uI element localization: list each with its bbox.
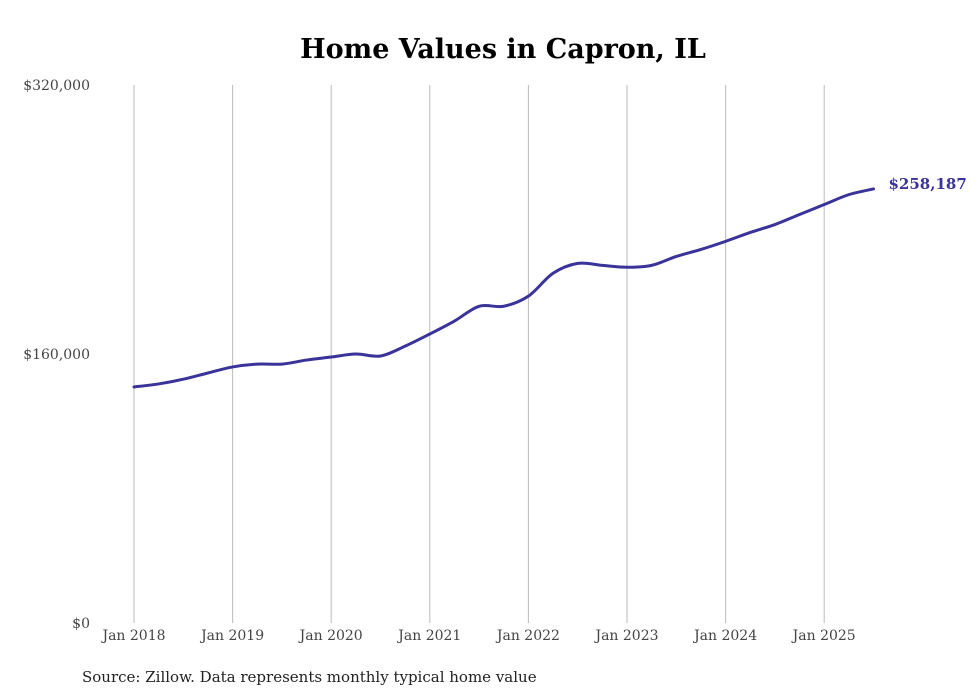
source-note: Source: Zillow. Data represents monthly …: [82, 668, 537, 686]
y-tick-label: $320,000: [23, 78, 90, 94]
x-tick-label: Jan 2019: [199, 628, 264, 644]
x-tick-label: Jan 2024: [692, 628, 757, 644]
chart-title: Home Values in Capron, IL: [300, 34, 706, 65]
y-tick-label: $0: [72, 616, 90, 632]
y-tick-label: $160,000: [23, 347, 90, 363]
x-tick-label: Jan 2020: [298, 628, 363, 644]
x-tick-label: Jan 2021: [396, 628, 461, 644]
end-value-label: $258,187: [889, 175, 967, 193]
x-tick-label: Jan 2025: [791, 628, 856, 644]
x-tick-label: Jan 2022: [495, 628, 560, 644]
series-line: [132, 187, 875, 389]
x-tick-label: Jan 2018: [100, 628, 165, 644]
x-tick-label: Jan 2023: [593, 628, 658, 644]
